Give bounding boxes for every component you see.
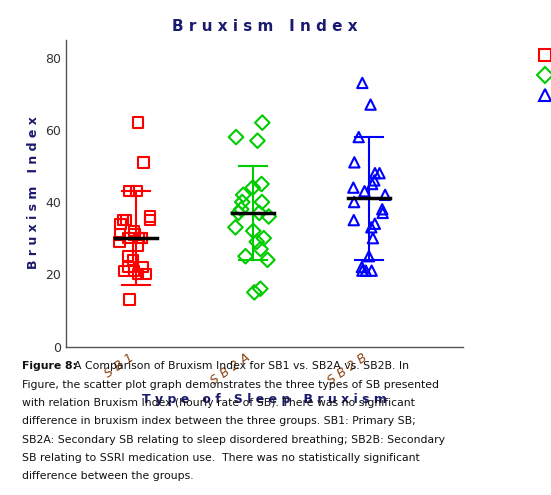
Point xyxy=(263,256,272,264)
Legend: S B 1, S B 2 A, S B 2 B: S B 1, S B 2 A, S B 2 B xyxy=(530,46,551,106)
Point xyxy=(231,223,240,231)
Point xyxy=(358,79,367,87)
Y-axis label: B r u x i s m   I n d e x: B r u x i s m I n d e x xyxy=(26,117,40,269)
Point xyxy=(260,234,268,242)
Point xyxy=(121,216,130,224)
Point xyxy=(256,245,265,253)
Point xyxy=(118,216,127,224)
Point xyxy=(129,256,138,264)
Point xyxy=(129,267,138,275)
Point xyxy=(369,234,377,242)
Point xyxy=(234,209,243,217)
Point xyxy=(238,198,247,206)
Point xyxy=(366,100,375,108)
Point xyxy=(145,216,154,224)
Point xyxy=(120,267,128,275)
Text: SB relating to SSRI medication use.  There was no statistically significant: SB relating to SSRI medication use. Ther… xyxy=(22,453,420,463)
Point xyxy=(354,133,363,141)
Point xyxy=(132,187,141,195)
Point xyxy=(137,234,146,242)
Point xyxy=(257,180,266,188)
Point xyxy=(129,227,138,235)
Point xyxy=(252,238,261,246)
Point xyxy=(358,263,366,271)
Point xyxy=(379,209,387,217)
Point xyxy=(115,231,124,239)
Point xyxy=(375,169,384,177)
Text: Figure, the scatter plot graph demonstrates the three types of SB presented: Figure, the scatter plot graph demonstra… xyxy=(22,380,439,390)
Point xyxy=(361,267,370,275)
Text: Figure 8:: Figure 8: xyxy=(22,361,77,371)
Point xyxy=(231,133,240,141)
Point xyxy=(365,252,374,260)
Point xyxy=(142,270,150,278)
Point xyxy=(249,184,257,192)
Point xyxy=(124,234,133,242)
Point xyxy=(367,267,376,275)
Point xyxy=(370,176,379,184)
Point xyxy=(258,119,267,127)
Point xyxy=(349,184,358,192)
Point xyxy=(133,270,142,278)
Point xyxy=(139,158,148,166)
Point xyxy=(370,220,379,228)
Point xyxy=(133,119,142,127)
Point xyxy=(256,285,264,293)
Point xyxy=(349,216,358,224)
Title: B r u x i s m   I n d e x: B r u x i s m I n d e x xyxy=(172,19,357,34)
Point xyxy=(138,263,147,271)
Point xyxy=(255,209,264,217)
Point xyxy=(257,198,266,206)
Point xyxy=(350,198,359,206)
Point xyxy=(125,187,133,195)
Point xyxy=(123,252,132,260)
X-axis label: T y p e   o f   S l e e p   B r u x i s m: T y p e o f S l e e p B r u x i s m xyxy=(142,394,387,406)
Point xyxy=(135,234,144,242)
Point xyxy=(253,137,262,145)
Point xyxy=(239,191,247,199)
Point xyxy=(367,223,376,231)
Text: with relation Bruxism Index (hourly rate of SB). There was no significant: with relation Bruxism Index (hourly rate… xyxy=(22,398,415,408)
Point xyxy=(116,220,125,228)
Point xyxy=(350,158,359,166)
Point xyxy=(124,263,133,271)
Point xyxy=(249,227,258,235)
Point xyxy=(378,205,387,213)
Point xyxy=(264,212,273,220)
Point xyxy=(115,238,124,246)
Point xyxy=(371,169,380,177)
Point xyxy=(368,180,376,188)
Point xyxy=(250,289,259,297)
Point xyxy=(130,231,139,239)
Point xyxy=(145,212,154,220)
Point xyxy=(381,191,390,199)
Point xyxy=(134,242,143,249)
Text: A Comparison of Bruxism Index for SB1 vs. SB2A vs. SB2B. In: A Comparison of Bruxism Index for SB1 vs… xyxy=(67,361,409,371)
Text: difference in bruxism index between the three groups. SB1: Primary SB;: difference in bruxism index between the … xyxy=(22,416,416,426)
Point xyxy=(138,234,147,242)
Text: SB2A: Secondary SB relating to sleep disordered breathing; SB2B: Secondary: SB2A: Secondary SB relating to sleep dis… xyxy=(22,435,445,445)
Point xyxy=(360,187,369,195)
Point xyxy=(358,267,367,275)
Point xyxy=(241,252,250,260)
Point xyxy=(125,296,134,303)
Text: difference between the groups.: difference between the groups. xyxy=(22,471,193,481)
Point xyxy=(237,205,246,213)
